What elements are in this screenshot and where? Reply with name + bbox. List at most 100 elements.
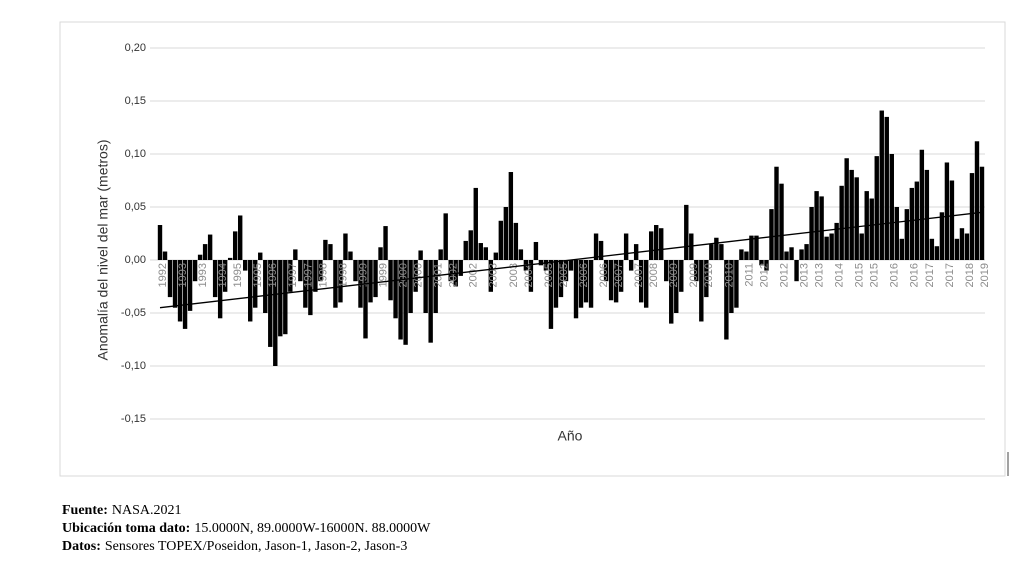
bar <box>869 198 874 260</box>
bar <box>573 260 579 319</box>
bar <box>488 260 494 292</box>
chart-frame <box>59 21 1006 477</box>
bar <box>724 260 729 340</box>
x-tick-label: 2015 <box>869 263 881 287</box>
bar <box>914 181 920 260</box>
x-tick-label: 2002 <box>468 263 480 287</box>
bar <box>819 196 824 260</box>
bar <box>598 240 604 260</box>
x-tick-label: 1995 <box>252 263 264 287</box>
bar <box>388 260 393 301</box>
bar <box>904 209 910 260</box>
bar <box>884 116 889 261</box>
x-tick-label: 2003 <box>488 263 500 287</box>
bar <box>879 110 884 260</box>
bar <box>829 233 834 260</box>
bar <box>273 260 278 366</box>
bar <box>423 260 428 313</box>
bar <box>553 260 559 308</box>
bar <box>849 169 854 260</box>
chart: Anomalía del nivel del mar (metros) Año … <box>59 21 1009 477</box>
x-tick-label: 2011 <box>743 263 755 287</box>
y-tick-label: 0,10 <box>125 148 146 160</box>
bar <box>759 260 764 266</box>
y-tick-label: -0,15 <box>121 413 146 425</box>
bar <box>814 191 819 260</box>
bar <box>684 204 689 260</box>
bar <box>704 260 709 298</box>
footer-label: Ubicación toma dato: <box>62 521 191 536</box>
x-tick-label: 2007 <box>613 263 625 287</box>
bar <box>789 247 794 260</box>
bar <box>323 239 328 260</box>
bar <box>779 183 784 260</box>
x-tick-label: 2014 <box>834 263 846 287</box>
x-tick-label: 2019 <box>979 263 991 287</box>
bar <box>794 260 799 282</box>
bar <box>313 260 318 292</box>
x-tick-label: 2016 <box>889 263 901 287</box>
bar <box>513 222 519 260</box>
bar <box>959 228 965 260</box>
bar <box>809 207 814 260</box>
bar <box>934 246 940 260</box>
bar <box>909 187 915 260</box>
bar <box>859 233 864 260</box>
y-tick-label: 0,15 <box>125 95 146 107</box>
bar <box>919 149 925 260</box>
bar <box>709 244 714 260</box>
bar <box>613 260 619 303</box>
bar <box>774 166 779 260</box>
x-tick-label: 2013 <box>814 263 826 287</box>
bar <box>318 260 323 282</box>
bar <box>438 249 443 260</box>
bar <box>363 260 368 339</box>
x-axis-title: Año <box>558 428 583 444</box>
bar <box>623 233 629 260</box>
bar <box>343 233 348 260</box>
bar <box>258 252 263 260</box>
bar <box>368 260 373 303</box>
y-tick-label: 0,05 <box>125 201 146 213</box>
bar <box>293 249 298 260</box>
bar <box>278 260 283 337</box>
bar <box>834 222 839 260</box>
x-tick-label: 2002 <box>448 263 460 287</box>
x-tick-label: 2003 <box>508 263 520 287</box>
bar <box>448 260 453 282</box>
bar <box>308 260 313 316</box>
bar <box>433 260 438 313</box>
bar <box>373 260 378 298</box>
bar <box>979 166 985 260</box>
bar <box>478 243 483 260</box>
bar <box>719 244 724 260</box>
x-tick-label: 2010 <box>723 263 735 287</box>
bar <box>964 233 970 260</box>
bar <box>328 244 333 260</box>
bar <box>463 240 468 260</box>
bar <box>172 260 178 308</box>
bar <box>689 233 694 260</box>
bar <box>954 238 960 260</box>
bar <box>212 260 218 298</box>
bar <box>769 209 774 260</box>
footer-label: Fuente: <box>62 503 108 518</box>
bar <box>654 225 659 260</box>
bar <box>799 249 804 260</box>
bar <box>338 260 343 303</box>
bar <box>508 172 514 260</box>
bar <box>232 231 238 260</box>
x-tick-label: 1993 <box>197 263 209 287</box>
bar <box>643 260 649 308</box>
x-tick-label: 1995 <box>232 263 244 287</box>
bar <box>568 260 574 271</box>
bar <box>243 260 248 271</box>
bar <box>744 251 749 260</box>
bar <box>664 260 669 282</box>
bar <box>383 226 388 260</box>
bar <box>648 231 654 260</box>
bar <box>839 185 844 260</box>
bar <box>393 260 398 319</box>
x-tick-label: 1993 <box>177 263 189 287</box>
